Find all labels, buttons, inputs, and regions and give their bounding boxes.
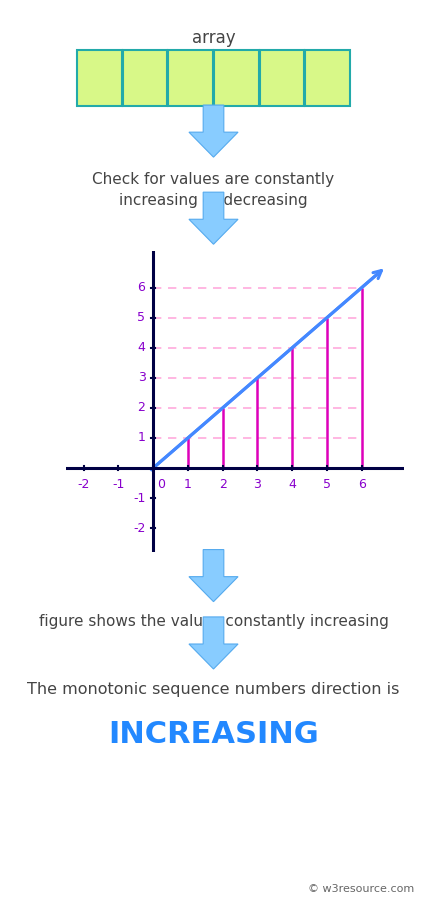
Text: 3: 3 bbox=[183, 68, 197, 88]
Text: 1: 1 bbox=[137, 431, 145, 445]
Text: -1: -1 bbox=[133, 491, 145, 505]
Text: 2: 2 bbox=[137, 401, 145, 414]
Text: 5: 5 bbox=[322, 478, 330, 490]
Text: 3: 3 bbox=[137, 371, 145, 384]
Text: 4: 4 bbox=[288, 478, 296, 490]
Text: 4: 4 bbox=[137, 341, 145, 354]
Text: -2: -2 bbox=[77, 478, 89, 490]
Text: 6: 6 bbox=[320, 68, 334, 88]
Text: © w3resource.com: © w3resource.com bbox=[307, 884, 413, 894]
Text: 6: 6 bbox=[357, 478, 365, 490]
Text: INCREASING: INCREASING bbox=[108, 720, 318, 749]
Text: 5: 5 bbox=[274, 68, 289, 88]
Text: figure shows the values constantly increasing: figure shows the values constantly incre… bbox=[38, 614, 388, 629]
Text: 5: 5 bbox=[137, 311, 145, 324]
Text: 1: 1 bbox=[92, 68, 106, 88]
Text: array: array bbox=[191, 29, 235, 47]
Text: 1: 1 bbox=[184, 478, 191, 490]
Text: 3: 3 bbox=[253, 478, 261, 490]
Text: -1: -1 bbox=[112, 478, 124, 490]
Text: 4: 4 bbox=[229, 68, 243, 88]
Text: 2: 2 bbox=[218, 478, 226, 490]
Text: 2: 2 bbox=[138, 68, 152, 88]
Text: increasing or decreasing: increasing or decreasing bbox=[119, 193, 307, 208]
Text: Check for values are constantly: Check for values are constantly bbox=[92, 172, 334, 188]
Text: 0: 0 bbox=[157, 478, 165, 490]
Text: -2: -2 bbox=[133, 522, 145, 534]
Text: The monotonic sequence numbers direction is: The monotonic sequence numbers direction… bbox=[27, 682, 399, 698]
Text: 6: 6 bbox=[137, 281, 145, 294]
